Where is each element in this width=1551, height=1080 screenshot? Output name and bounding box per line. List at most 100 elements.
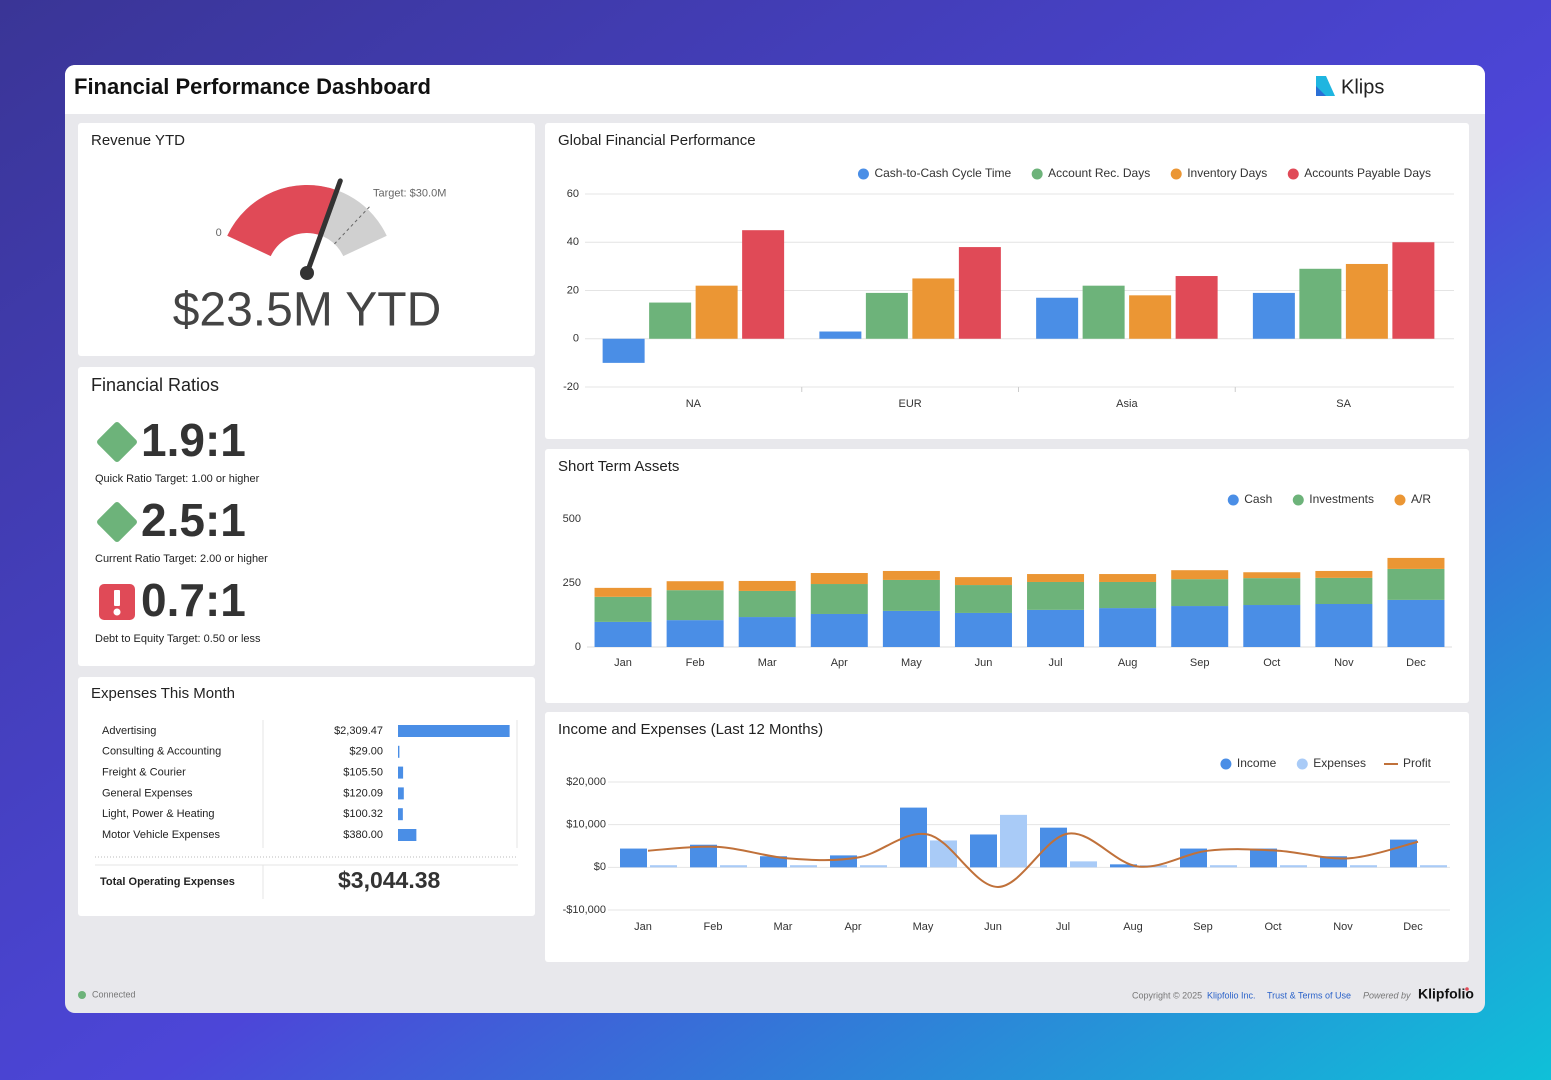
- legend-label: Account Rec. Days: [1048, 166, 1150, 180]
- bar: [790, 865, 817, 868]
- bar: [954, 612, 1012, 647]
- terms-link[interactable]: Trust & Terms of Use: [1267, 990, 1351, 1000]
- x-tick-label: Apr: [844, 921, 861, 933]
- status-good-icon: [97, 502, 137, 542]
- panel: [545, 123, 1469, 439]
- expense-name: Freight & Courier: [102, 767, 186, 779]
- y-tick-label: -20: [563, 381, 579, 393]
- expense-amount: $105.50: [343, 767, 383, 779]
- x-tick-label: Feb: [704, 921, 723, 933]
- status-bad-mark: [113, 608, 121, 616]
- legend-swatch: [1031, 168, 1043, 180]
- y-tick-label: -$10,000: [563, 904, 606, 916]
- bar: [666, 590, 724, 621]
- company-link[interactable]: Klipfolio Inc.: [1207, 990, 1256, 1000]
- bar: [1387, 557, 1445, 569]
- legend-label: A/R: [1411, 492, 1431, 506]
- bar: [1350, 865, 1377, 868]
- legend-swatch: [1220, 758, 1232, 770]
- y-tick-label: $10,000: [566, 819, 606, 831]
- x-tick-label: Aug: [1123, 921, 1143, 933]
- chart-panel: Income and Expenses (Last 12 Months) -$1…: [558, 721, 1450, 933]
- legend-swatch: [1394, 494, 1406, 506]
- bar: [810, 584, 868, 614]
- legend-label: Investments: [1309, 492, 1374, 506]
- y-tick-label: 500: [563, 513, 581, 525]
- dashboard-title: Financial Performance Dashboard: [74, 74, 431, 99]
- gauge-value-label: $23.5M YTD: [173, 284, 442, 337]
- x-tick-label: Sep: [1193, 921, 1213, 933]
- bar: [912, 278, 955, 339]
- bar: [1315, 577, 1373, 604]
- bar: [882, 610, 940, 647]
- footer-logo[interactable]: Klipfolio: [1418, 986, 1474, 1002]
- bar: [830, 855, 857, 868]
- ratio-value: 0.7:1: [141, 574, 246, 626]
- powered-by: Powered by: [1363, 990, 1411, 1000]
- brand-name[interactable]: Klips: [1341, 76, 1384, 98]
- bar: [954, 577, 1012, 586]
- expense-amount: $100.32: [343, 808, 383, 820]
- ratios-panel: Financial Ratios 1.9:1 Quick Ratio Target…: [91, 375, 268, 645]
- legend-swatch: [1170, 168, 1182, 180]
- gauge-hub: [300, 266, 314, 280]
- gauge-value: [227, 185, 337, 257]
- y-tick-label: 0: [573, 333, 579, 345]
- bar: [1387, 568, 1445, 600]
- x-tick-label: EUR: [899, 398, 922, 410]
- gauge-target: [334, 204, 372, 245]
- expense-name: Motor Vehicle Expenses: [102, 829, 221, 841]
- bar: [1070, 861, 1097, 868]
- legend-label: Accounts Payable Days: [1304, 166, 1431, 180]
- legend-label: Cash-to-Cash Cycle Time: [874, 166, 1011, 180]
- gauge-min-label: 0: [216, 227, 222, 239]
- bar: [594, 587, 652, 597]
- bar: [882, 579, 940, 611]
- bar: [666, 620, 724, 647]
- expense-bar: [398, 829, 417, 841]
- legend-label: Inventory Days: [1187, 166, 1267, 180]
- y-tick-label: 20: [567, 284, 579, 296]
- ratio-target: Quick Ratio Target: 1.00 or higher: [95, 473, 260, 485]
- bar: [1315, 603, 1373, 647]
- bar: [1280, 865, 1307, 868]
- bar: [1175, 276, 1218, 339]
- bar: [1027, 609, 1085, 647]
- logo-dot: [1465, 987, 1469, 991]
- panel: [78, 367, 535, 666]
- gauge-target-label: Target: $30.0M: [373, 188, 446, 200]
- bar: [602, 338, 645, 363]
- x-tick-label: Feb: [686, 657, 705, 669]
- bar: [810, 573, 868, 585]
- x-tick-label: Dec: [1406, 657, 1426, 669]
- x-tick-label: Apr: [831, 657, 848, 669]
- bar: [594, 621, 652, 647]
- y-tick-label: 60: [567, 188, 579, 200]
- bar: [1171, 606, 1229, 647]
- y-tick-label: $0: [594, 861, 606, 873]
- y-tick-label: $20,000: [566, 776, 606, 788]
- bar: [1243, 572, 1301, 579]
- bar: [720, 865, 747, 868]
- expense-bar: [398, 725, 510, 737]
- chart-panel: Global Financial Performance -20 0 20 40 60 N…: [558, 132, 1454, 410]
- panel-title: Financial Ratios: [91, 375, 219, 395]
- bar: [1099, 608, 1157, 647]
- panel: [78, 123, 535, 356]
- expense-name: Advertising: [102, 725, 156, 737]
- bar: [1210, 865, 1237, 868]
- x-tick-label: Oct: [1263, 657, 1280, 669]
- total-label: Total Operating Expenses: [100, 876, 235, 888]
- bar: [1099, 574, 1157, 582]
- legend-swatch: [857, 168, 869, 180]
- y-tick-label: 40: [567, 236, 579, 248]
- x-tick-label: Jul: [1049, 657, 1063, 669]
- bar: [690, 844, 717, 868]
- expense-bar: [398, 787, 404, 800]
- chart-title: Short Term Assets: [558, 458, 679, 475]
- chart-panel: Short Term Assets 0 250 500 Jan Feb Mar Apr May…: [558, 458, 1452, 669]
- expense-bar: [398, 766, 404, 779]
- expense-name: Light, Power & Heating: [102, 808, 215, 820]
- bar: [738, 590, 796, 618]
